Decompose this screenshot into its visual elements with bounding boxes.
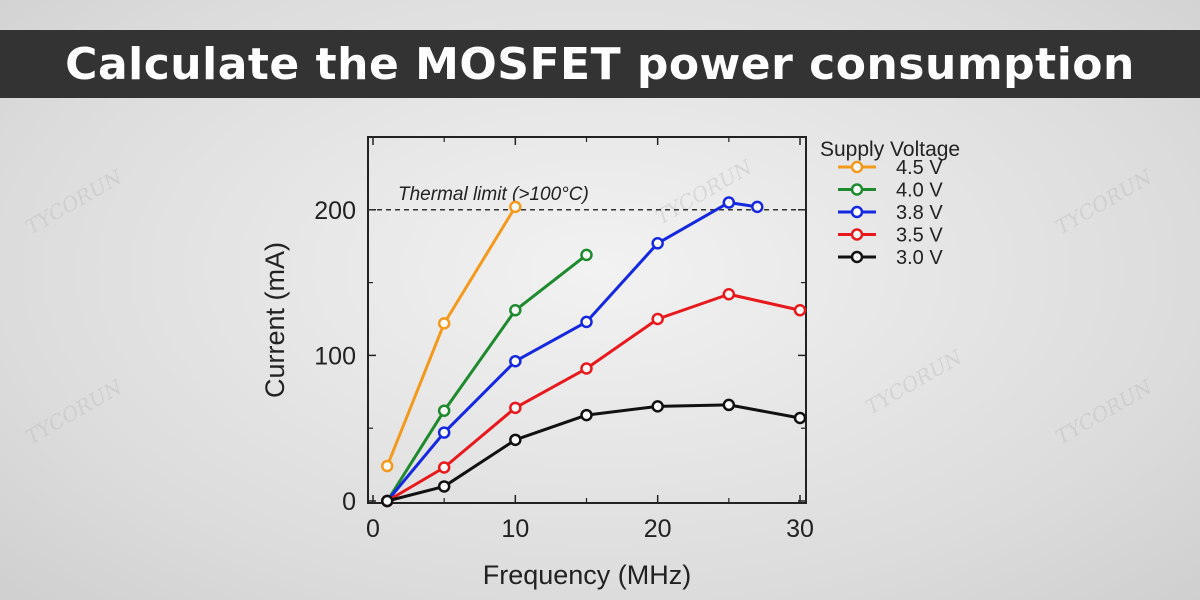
thermal-limit-label: Thermal limit (>100°C) <box>398 184 589 205</box>
data-point <box>509 200 522 214</box>
page-title: Calculate the MOSFET power consumption <box>65 38 1135 90</box>
data-point <box>722 398 736 412</box>
legend: Supply Voltage 4.5 V4.0 V3.8 V3.5 V3.0 V <box>820 138 960 269</box>
data-point <box>509 401 522 415</box>
series-layer <box>380 196 807 508</box>
x-tick-label: 10 <box>501 515 529 543</box>
legend-entry-label: 4.0 V <box>896 180 943 202</box>
legend-swatch-marker <box>850 205 864 219</box>
y-tick-label: 0 <box>342 488 356 516</box>
legend-title: Supply Voltage <box>820 138 960 161</box>
data-point <box>651 237 664 250</box>
data-point <box>509 433 522 447</box>
legend-swatch-marker <box>850 160 864 174</box>
x-tick-label: 0 <box>366 515 380 543</box>
data-point <box>751 200 764 214</box>
data-point <box>580 362 593 375</box>
data-point <box>793 411 807 425</box>
x-tick-label: 20 <box>644 515 672 543</box>
data-point <box>437 426 451 439</box>
data-point <box>793 304 807 317</box>
data-point <box>509 304 522 317</box>
data-point <box>437 461 451 474</box>
data-point <box>437 480 451 493</box>
data-point <box>509 354 522 368</box>
data-point <box>580 315 593 329</box>
series-line <box>385 253 588 502</box>
x-axis-label: Frequency (MHz) <box>483 560 692 590</box>
legend-entry-label: 4.5 V <box>896 157 943 179</box>
legend-entry-label: 3.0 V <box>896 247 943 269</box>
y-ticks: 0 100 200 <box>314 197 806 516</box>
data-point <box>580 248 593 262</box>
data-point <box>580 408 593 422</box>
legend-swatch-marker <box>850 183 864 196</box>
legend-entry-label: 3.5 V <box>896 225 943 247</box>
y-tick-label: 200 <box>314 197 356 225</box>
data-point <box>380 494 394 508</box>
y-tick-label: 100 <box>314 342 356 370</box>
data-point <box>722 196 736 209</box>
legend-entry-label: 3.8 V <box>896 202 943 224</box>
data-point <box>651 312 664 326</box>
data-point <box>651 400 664 413</box>
series-line <box>386 201 758 502</box>
x-ticks: 0 10 20 30 <box>366 137 814 543</box>
y-axis-label: Current (mA) <box>260 242 290 398</box>
data-point <box>380 459 394 473</box>
data-point <box>437 404 451 417</box>
data-point <box>722 287 736 301</box>
title-banner: Calculate the MOSFET power consumption <box>0 30 1200 98</box>
data-point <box>437 317 451 330</box>
x-tick-label: 30 <box>786 515 814 543</box>
legend-swatch-marker <box>850 228 864 241</box>
legend-swatch-marker <box>850 250 864 264</box>
